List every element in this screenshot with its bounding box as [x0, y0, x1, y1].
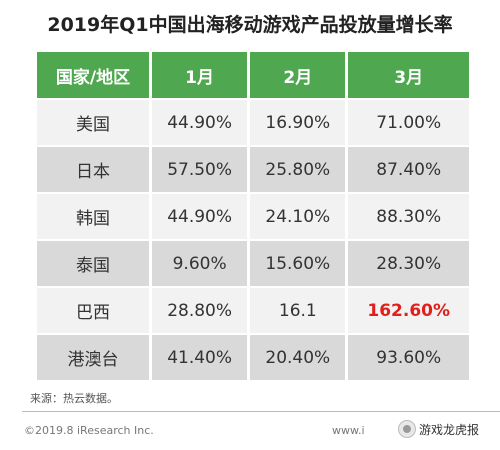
source-note: 来源：热云数据。 [30, 392, 118, 405]
value-cell: 57.50% [152, 147, 248, 192]
region-cell: 韩国 [37, 194, 149, 239]
value-cell: 25.80% [250, 147, 346, 192]
value-cell: 9.60% [152, 241, 248, 286]
value-cell: 28.80% [152, 288, 248, 333]
table-row: 巴西 28.80% 16.1 162.60% [37, 288, 469, 333]
growth-table: 国家/地区 1月 2月 3月 美国 44.90% 16.90% 71.00% 日… [34, 50, 472, 382]
value-cell: 93.60% [348, 335, 469, 380]
copyright-text: ©2019.8 iResearch Inc. [24, 424, 154, 437]
value-cell: 16.90% [250, 100, 346, 145]
header-feb: 2月 [250, 52, 346, 98]
value-cell: 20.40% [250, 335, 346, 380]
table-row: 港澳台 41.40% 20.40% 93.60% [37, 335, 469, 380]
value-cell: 87.40% [348, 147, 469, 192]
site-url: www.i [332, 424, 365, 437]
watermark-text: 游戏龙虎报 [419, 422, 480, 437]
value-cell: 44.90% [152, 100, 248, 145]
wechat-icon [398, 420, 416, 438]
header-jan: 1月 [152, 52, 248, 98]
footer-divider [22, 411, 500, 412]
value-cell: 15.60% [250, 241, 346, 286]
highlighted-value-cell: 162.60% [348, 288, 469, 333]
table-row: 泰国 9.60% 15.60% 28.30% [37, 241, 469, 286]
value-cell: 71.00% [348, 100, 469, 145]
region-cell: 美国 [37, 100, 149, 145]
header-region: 国家/地区 [37, 52, 149, 98]
watermark: 游戏龙虎报 [398, 419, 479, 439]
region-cell: 巴西 [37, 288, 149, 333]
region-cell: 泰国 [37, 241, 149, 286]
value-cell: 28.30% [348, 241, 469, 286]
region-cell: 日本 [37, 147, 149, 192]
value-cell: 44.90% [152, 194, 248, 239]
value-cell: 88.30% [348, 194, 469, 239]
page-title: 2019年Q1中国出海移动游戏产品投放量增长率 [47, 14, 453, 36]
value-cell: 41.40% [152, 335, 248, 380]
value-cell: 24.10% [250, 194, 346, 239]
table-row: 美国 44.90% 16.90% 71.00% [37, 100, 469, 145]
table-header-row: 国家/地区 1月 2月 3月 [37, 52, 469, 98]
region-cell: 港澳台 [37, 335, 149, 380]
header-mar: 3月 [348, 52, 469, 98]
table-row: 日本 57.50% 25.80% 87.40% [37, 147, 469, 192]
value-cell: 16.1 [250, 288, 346, 333]
table-row: 韩国 44.90% 24.10% 88.30% [37, 194, 469, 239]
